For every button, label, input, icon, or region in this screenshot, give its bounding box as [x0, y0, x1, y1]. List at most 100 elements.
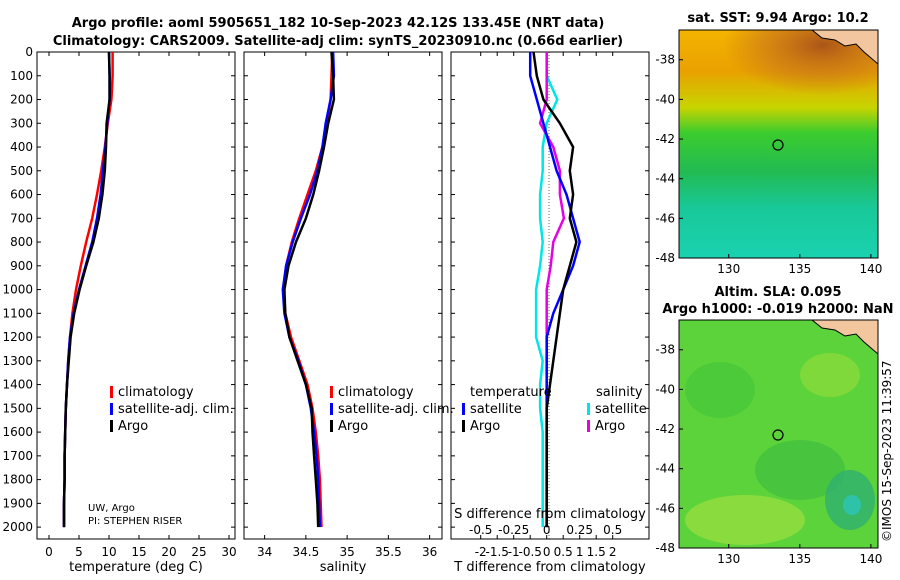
temperature-xlabel: temperature (deg C) [69, 560, 203, 575]
salinity-xlabel: salinity [320, 560, 367, 575]
legend-swatch-satellite [330, 403, 333, 415]
y-tick-label: 600 [10, 188, 33, 202]
temperature-argo-line [532, 51, 578, 528]
legend-label-climatology: climatology [338, 385, 414, 400]
y-tick-label: 1100 [2, 306, 33, 320]
credit-line-2: PI: STEPHEN RISER [88, 516, 182, 527]
sst-map-frame [678, 29, 879, 259]
x2-tick-label: 0.25 [566, 523, 593, 537]
sla-map-axes: 130 135 140 -38 -40 -42 -44 -46 -48 [655, 343, 882, 566]
temperature-y-axis: 0 100 200 300 400 500 600 700 800 900 1000 1100 1200… [2, 45, 235, 534]
map-x-tick-label: 135 [788, 552, 811, 566]
map-y-tick-label: -40 [655, 92, 675, 106]
y-tick-label: 1600 [2, 425, 33, 439]
map-x-tick-label: 130 [717, 552, 740, 566]
sla-map-title-2: Argo h1000: -0.019 h2000: NaN [662, 302, 893, 317]
temperature-legend: climatology satellite-adj. clim. Argo [110, 385, 234, 434]
argo-line [62, 51, 111, 528]
legend-label-satellite: satellite-adj. clim. [118, 402, 234, 417]
map-y-tick-label: -48 [655, 251, 675, 265]
legend-swatch-t-satellite [462, 403, 465, 415]
y-tick-label: 1300 [2, 354, 33, 368]
climatology-line [62, 52, 114, 528]
x-tick-label: -1.5 [485, 545, 508, 559]
difference-panel: -2-1.5-1-0.5 0 0.5 1 1.5 2 -0.5 -0.25 0 0.25 0.5 … [450, 51, 650, 575]
x-tick-label: 2 [609, 545, 617, 559]
legend-label-t-satellite: satellite [470, 402, 522, 417]
legend-label-climatology: climatology [118, 385, 194, 400]
sst-argo-marker [772, 139, 784, 151]
s-difference-label: S difference from climatology [454, 507, 646, 522]
x-tick-label: 35.5 [375, 545, 402, 559]
map-x-tick-label: 135 [788, 262, 811, 276]
map-x-tick-label: 140 [859, 262, 882, 276]
legend-label-argo: Argo [118, 419, 148, 434]
difference-lines [528, 51, 581, 528]
legend-title-temperature: temperature [470, 385, 552, 400]
temperature-lines [62, 51, 114, 528]
y-tick-label: 700 [10, 211, 33, 225]
x-tick-label: 34 [257, 545, 272, 559]
sst-warm-region [679, 30, 878, 130]
legend-label-s-satellite: satellite [595, 402, 647, 417]
legend-swatch-argo [110, 420, 113, 432]
t-difference-label: T difference from climatology [453, 560, 646, 575]
map-x-tick-label: 140 [859, 552, 882, 566]
imos-stamp: ©IMOS 15-Sep-2023 11:39:57 [880, 360, 894, 542]
y-tick-label: 300 [10, 116, 33, 130]
temperature-plot-frame [36, 51, 236, 540]
sst-coastline [811, 30, 878, 65]
legend-swatch-climatology [330, 386, 333, 398]
credit-line-1: UW, Argo [88, 503, 135, 514]
x2-tick-label: 0.5 [603, 523, 622, 537]
argo-line [283, 51, 336, 528]
y-tick-label: 400 [10, 140, 33, 154]
legend-label-satellite: satellite-adj. clim. [338, 402, 454, 417]
map-y-tick-label: -42 [655, 132, 675, 146]
y-tick-label: 900 [10, 259, 33, 273]
map-y-tick-label: -44 [655, 172, 675, 186]
salinity-plot-frame [243, 51, 443, 540]
map-y-tick-label: -42 [655, 422, 675, 436]
legend-swatch-s-satellite [587, 403, 590, 415]
sla-blob [685, 362, 755, 418]
x-tick-label: 1 [576, 545, 584, 559]
sla-blob [755, 440, 845, 500]
sla-coastline [811, 320, 878, 355]
x-tick-label: -0.5 [518, 545, 541, 559]
satellite-line [62, 51, 111, 528]
x2-tick-label: -0.5 [469, 523, 492, 537]
difference-x2-axis: -0.5 -0.25 0 0.25 0.5 [469, 523, 622, 537]
y-tick-label: 800 [10, 235, 33, 249]
x-tick-label: 0 [45, 545, 53, 559]
y-tick-label: 500 [10, 164, 33, 178]
sst-map-title: sat. SST: 9.94 Argo: 10.2 [687, 11, 868, 26]
sla-map-frame [678, 319, 879, 549]
y-tick-label: 1200 [2, 330, 33, 344]
salinity-x-axis: 34 34.5 35 35.5 36 [257, 52, 437, 559]
sst-map: sat. SST: 9.94 Argo: 10.2 130 135 140 -38 -4… [655, 11, 882, 276]
sla-map: Altim. SLA: 0.095 Argo h1000: -0.019 h20… [655, 285, 893, 566]
legend-label-s-argo: Argo [595, 419, 625, 434]
legend-label-argo: Argo [338, 419, 368, 434]
y-tick-label: 1000 [2, 283, 33, 297]
map-y-tick-label: -46 [655, 501, 675, 515]
legend-swatch-climatology [110, 386, 113, 398]
difference-y-ticks [451, 51, 649, 528]
x-tick-label: 10 [101, 545, 116, 559]
map-y-tick-label: -38 [655, 53, 675, 67]
legend-title-salinity: salinity [596, 385, 643, 400]
x-tick-label: 36 [422, 545, 437, 559]
y-tick-label: 1800 [2, 473, 33, 487]
x2-tick-label: -0.25 [498, 523, 529, 537]
x-tick-label: 35 [339, 545, 354, 559]
y-tick-label: 1900 [2, 496, 33, 510]
temperature-panel: 0100200300400500600700800900100011001200… [2, 45, 236, 575]
x-tick-label: 25 [191, 545, 206, 559]
y-tick-label: 200 [10, 93, 33, 107]
x-tick-label: 1.5 [587, 545, 606, 559]
satellite-line [281, 51, 336, 528]
sla-argo-marker [772, 429, 784, 441]
temperature-satellite-line [528, 52, 581, 528]
